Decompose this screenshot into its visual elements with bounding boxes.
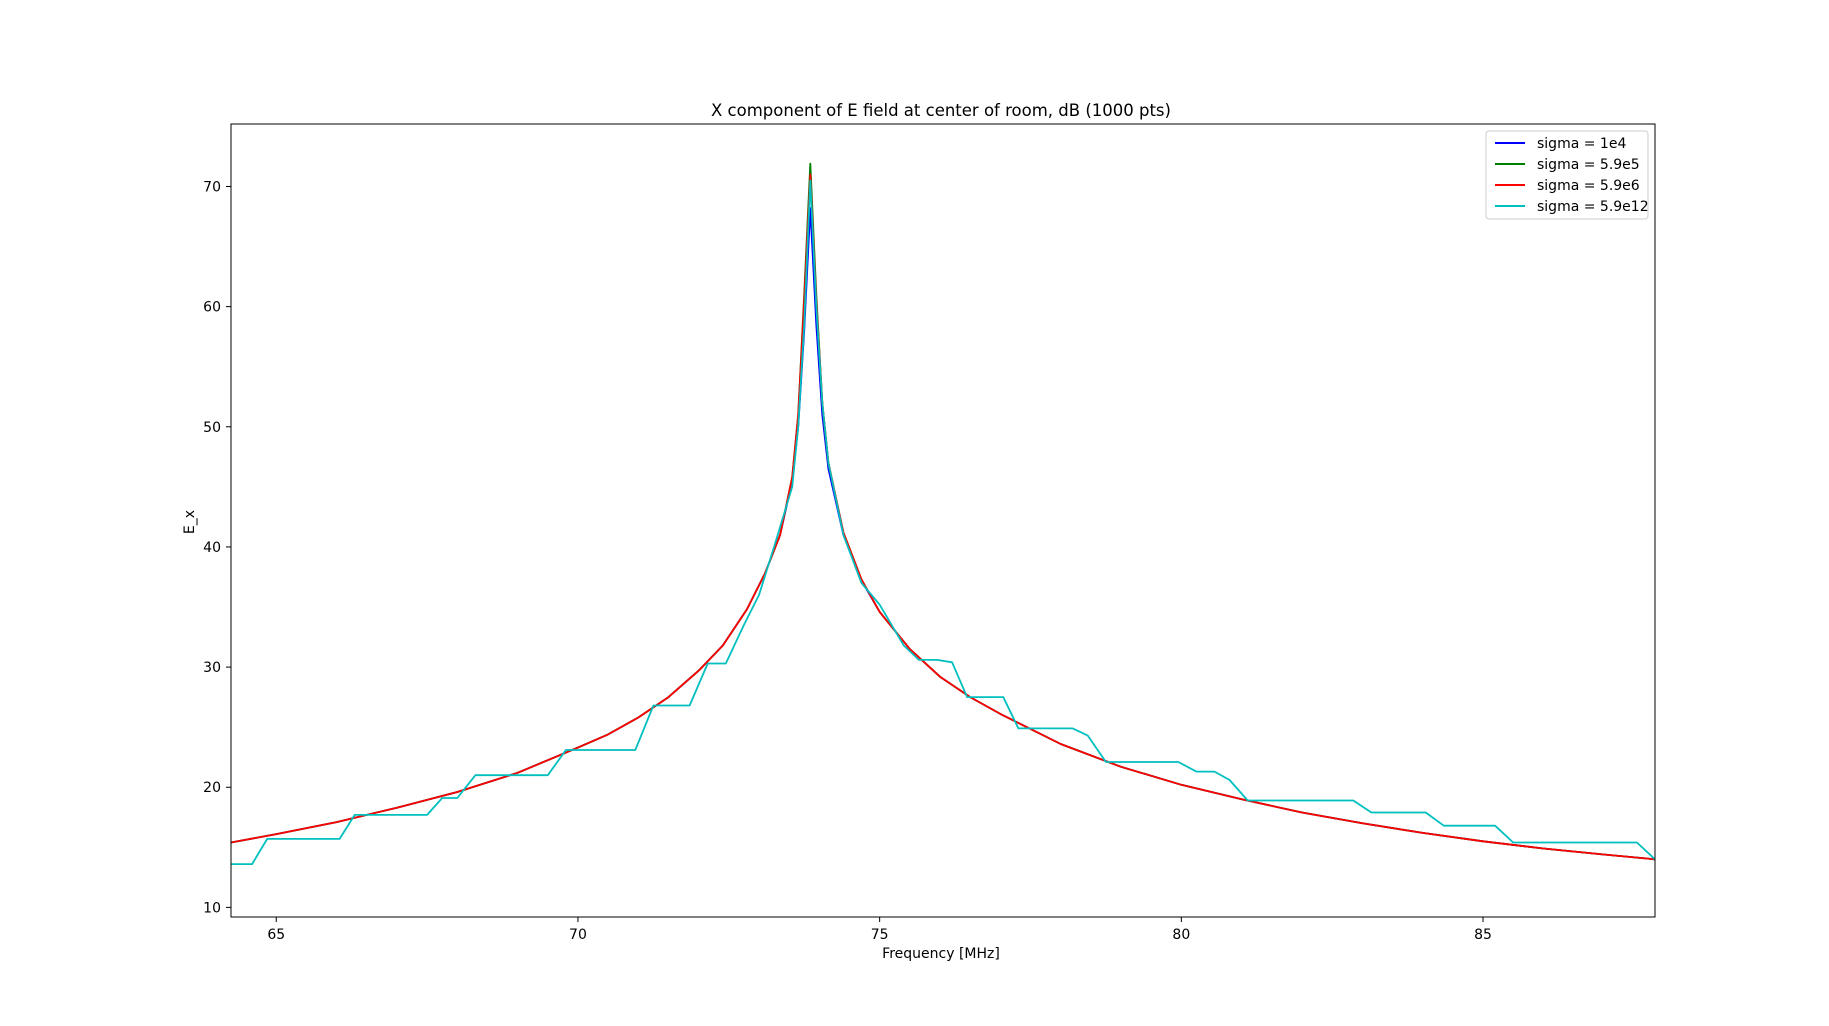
- x-axis-label: Frequency [MHz]: [882, 946, 1000, 962]
- legend-box: [1485, 130, 1649, 220]
- legend-label-3: sigma = 5.9e6: [1537, 178, 1640, 194]
- series-line-1: [231, 207, 1655, 861]
- y-tick-label: 60: [203, 300, 221, 316]
- y-tick-label: 70: [203, 179, 221, 195]
- series-line-4: [231, 179, 1655, 865]
- plot-frame: [230, 123, 1656, 918]
- y-tick-label: 50: [203, 420, 221, 436]
- chart-title: X component of E field at center of room…: [711, 101, 1171, 120]
- series-line-2: [231, 162, 1655, 861]
- series-line-3: [231, 173, 1655, 861]
- x-tick-label: 75: [871, 927, 889, 943]
- x-tick-label: 65: [267, 927, 285, 943]
- y-axis-ticks: 10 20 30 40 50 60 70: [203, 179, 231, 916]
- y-tick-label: 10: [203, 900, 221, 916]
- x-tick-label: 70: [569, 927, 587, 943]
- legend: sigma = 1e4 sigma = 5.9e5 sigma = 5.9e6 sig…: [1485, 130, 1649, 220]
- x-tick-label: 80: [1172, 927, 1190, 943]
- legend-label-2: sigma = 5.9e5: [1537, 157, 1640, 173]
- y-axis-label: E_x: [182, 510, 198, 534]
- legend-label-4: sigma = 5.9e12: [1537, 199, 1649, 215]
- y-tick-label: 20: [203, 780, 221, 796]
- legend-label-1: sigma = 1e4: [1537, 136, 1626, 152]
- series-layer: [231, 162, 1655, 865]
- y-tick-label: 30: [203, 660, 221, 676]
- x-axis-ticks: 65 70 75 80 85: [267, 917, 1492, 943]
- x-tick-label: 85: [1474, 927, 1492, 943]
- y-tick-label: 40: [203, 540, 221, 556]
